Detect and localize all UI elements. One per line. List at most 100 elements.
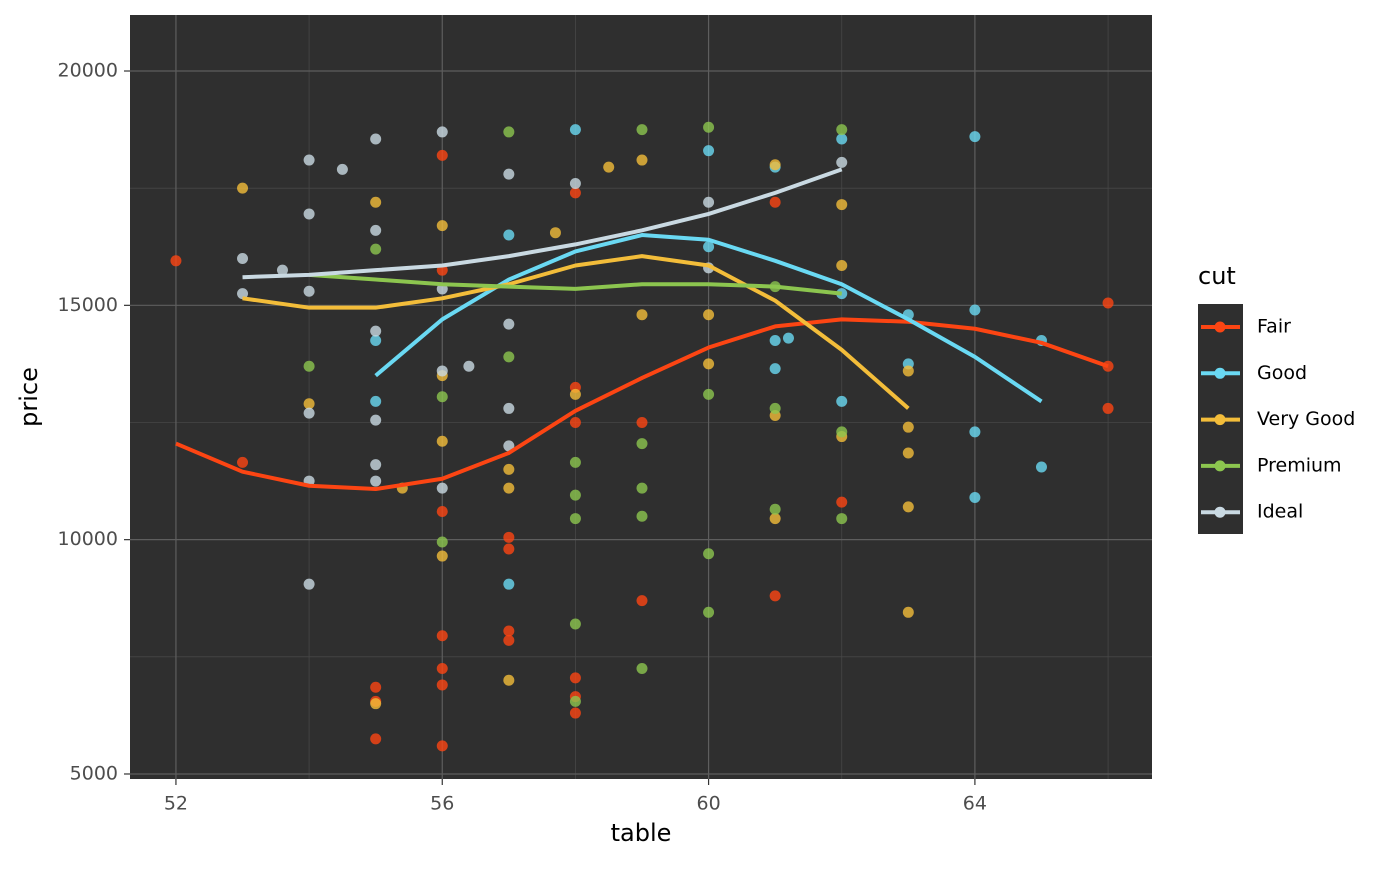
point (503, 402, 515, 414)
point (370, 243, 382, 255)
point (370, 196, 382, 208)
point (503, 674, 515, 686)
point (370, 334, 382, 346)
point (969, 491, 981, 503)
point (303, 360, 315, 372)
point (436, 679, 448, 691)
point (969, 426, 981, 438)
point (503, 318, 515, 330)
point (969, 131, 981, 143)
point (636, 416, 648, 428)
point (836, 426, 848, 438)
point (303, 398, 315, 410)
point (902, 421, 914, 433)
point (703, 388, 715, 400)
point (1102, 402, 1114, 414)
legend-key-point (1214, 506, 1226, 518)
point (503, 440, 515, 452)
legend-label: Fair (1257, 316, 1291, 338)
y-tick-label: 15000 (58, 294, 118, 316)
point (603, 161, 615, 173)
point (569, 695, 581, 707)
legend-key-point (1214, 367, 1226, 379)
y-tick-label: 5000 (70, 762, 118, 784)
point (436, 740, 448, 752)
point (370, 733, 382, 745)
point (503, 482, 515, 494)
y-axis-title: price (15, 367, 43, 427)
legend-key-point (1214, 321, 1226, 333)
legend-label: Very Good (1257, 408, 1355, 430)
point (703, 358, 715, 370)
point (569, 456, 581, 468)
point (436, 506, 448, 518)
point (569, 707, 581, 719)
point (436, 435, 448, 447)
point (370, 395, 382, 407)
legend-key-point (1214, 460, 1226, 472)
point (503, 351, 515, 363)
point (303, 578, 315, 590)
point (237, 252, 249, 264)
point (170, 255, 182, 267)
legend-title: cut (1198, 262, 1236, 290)
point (503, 634, 515, 646)
legend-label: Ideal (1257, 501, 1303, 523)
point (370, 475, 382, 487)
smooth-line (242, 167, 843, 280)
point (276, 264, 288, 276)
point (569, 416, 581, 428)
point (237, 288, 249, 300)
point (436, 536, 448, 548)
point (303, 154, 315, 166)
point (436, 663, 448, 675)
point (1102, 297, 1114, 309)
point (769, 334, 781, 346)
point (436, 482, 448, 494)
point (503, 625, 515, 637)
point (503, 543, 515, 555)
x-tick-label: 60 (696, 793, 720, 815)
point (436, 550, 448, 562)
point (503, 126, 515, 138)
x-tick-label: 56 (430, 793, 454, 815)
point (703, 309, 715, 321)
legend-key-point (1214, 414, 1226, 426)
point (703, 548, 715, 560)
point (636, 154, 648, 166)
point (370, 224, 382, 236)
point (436, 149, 448, 161)
smooth-line (242, 254, 910, 410)
point (303, 407, 315, 419)
point (370, 698, 382, 710)
point (463, 360, 475, 372)
point (902, 501, 914, 513)
y-tick-label: 20000 (58, 60, 118, 82)
point (503, 168, 515, 180)
point (569, 618, 581, 630)
point (370, 681, 382, 693)
x-tick-label: 64 (963, 793, 987, 815)
point (703, 241, 715, 253)
panel (130, 15, 1152, 779)
point (569, 388, 581, 400)
point (902, 365, 914, 377)
point (636, 663, 648, 675)
point (303, 285, 315, 297)
point (370, 133, 382, 145)
point (836, 199, 848, 211)
point (636, 482, 648, 494)
point (902, 447, 914, 459)
point (782, 332, 794, 344)
point (336, 163, 348, 175)
point (569, 672, 581, 684)
point (969, 304, 981, 316)
point (836, 133, 848, 145)
point (1035, 461, 1047, 473)
point (503, 463, 515, 475)
smooth-line (175, 317, 1109, 492)
point (436, 126, 448, 138)
point (370, 459, 382, 471)
point (436, 220, 448, 232)
